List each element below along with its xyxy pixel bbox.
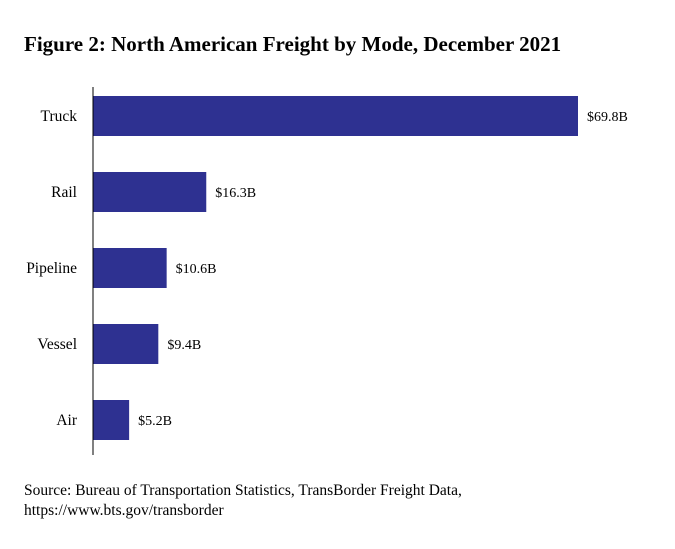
bar-truck <box>93 96 578 136</box>
category-label-vessel: Vessel <box>37 336 77 353</box>
chart-title: Figure 2: North American Freight by Mode… <box>24 32 562 56</box>
bar-air <box>93 400 130 440</box>
bars-layer: Truck $69.8B Rail $16.3B Pipeline $10.6B Vesse… <box>26 96 628 440</box>
source-line-1: Source: Bureau of Transportation Statist… <box>24 482 462 499</box>
category-label-pipeline: Pipeline <box>26 260 77 277</box>
bar-pipeline <box>93 248 167 288</box>
category-label-truck: Truck <box>41 108 78 125</box>
value-label-vessel: $9.4B <box>167 338 201 353</box>
value-label-rail: $16.3B <box>215 186 256 201</box>
value-label-truck: $69.8B <box>587 110 628 125</box>
source-line-2: https://www.bts.gov/transborder <box>24 502 224 519</box>
value-label-air: $5.2B <box>138 414 172 429</box>
bar-rail <box>93 172 207 212</box>
bar-vessel <box>93 324 159 364</box>
category-label-air: Air <box>56 412 78 429</box>
category-label-rail: Rail <box>51 184 77 201</box>
source-note: Source: Bureau of Transportation Statist… <box>24 481 462 521</box>
value-label-pipeline: $10.6B <box>176 262 217 277</box>
